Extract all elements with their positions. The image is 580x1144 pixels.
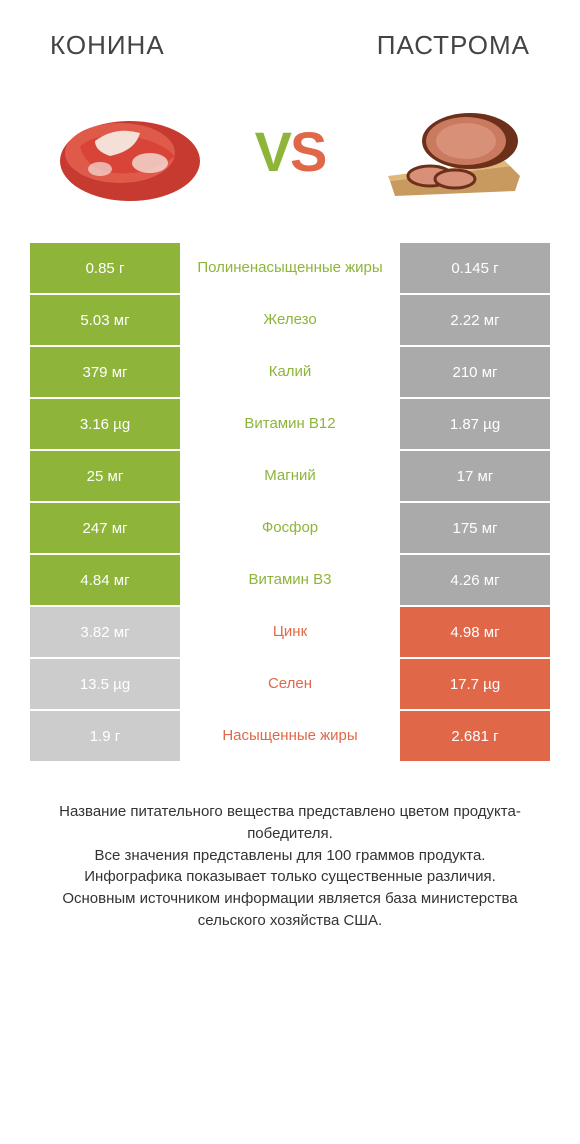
cell-nutrient-name: Насыщенные жиры xyxy=(180,711,400,761)
cell-right-value: 175 мг xyxy=(400,503,550,553)
cell-right-value: 2.681 г xyxy=(400,711,550,761)
vs-v: V xyxy=(255,120,290,183)
cell-nutrient-name: Селен xyxy=(180,659,400,709)
table-row: 1.9 гНасыщенные жиры2.681 г xyxy=(30,709,550,761)
footer-line: Основным источником информации является … xyxy=(30,888,550,932)
table-row: 5.03 мгЖелезо2.22 мг xyxy=(30,293,550,345)
cell-nutrient-name: Цинк xyxy=(180,607,400,657)
cell-left-value: 0.85 г xyxy=(30,243,180,293)
table-row: 4.84 мгВитамин B34.26 мг xyxy=(30,553,550,605)
cell-right-value: 17.7 µg xyxy=(400,659,550,709)
product-image-right xyxy=(360,91,540,211)
cell-right-value: 1.87 µg xyxy=(400,399,550,449)
cell-right-value: 4.98 мг xyxy=(400,607,550,657)
table-row: 0.85 гПолиненасыщенные жиры0.145 г xyxy=(30,241,550,293)
vs-s: S xyxy=(290,120,325,183)
cell-nutrient-name: Железо xyxy=(180,295,400,345)
cell-right-value: 2.22 мг xyxy=(400,295,550,345)
header: КОНИНА ПАСТРОМА xyxy=(0,0,580,71)
footer-line: Название питательного вещества представл… xyxy=(30,801,550,845)
cell-right-value: 17 мг xyxy=(400,451,550,501)
title-left: КОНИНА xyxy=(50,30,165,61)
vs-label: VS xyxy=(255,119,326,184)
cell-left-value: 3.16 µg xyxy=(30,399,180,449)
cell-nutrient-name: Витамин B3 xyxy=(180,555,400,605)
cell-nutrient-name: Полиненасыщенные жиры xyxy=(180,243,400,293)
footer-line: Все значения представлены для 100 граммо… xyxy=(30,845,550,867)
cell-right-value: 210 мг xyxy=(400,347,550,397)
table-row: 3.16 µgВитамин B121.87 µg xyxy=(30,397,550,449)
footer-line: Инфографика показывает только существенн… xyxy=(30,866,550,888)
cell-nutrient-name: Фосфор xyxy=(180,503,400,553)
cell-left-value: 4.84 мг xyxy=(30,555,180,605)
cell-nutrient-name: Витамин B12 xyxy=(180,399,400,449)
cell-nutrient-name: Магний xyxy=(180,451,400,501)
table-row: 379 мгКалий210 мг xyxy=(30,345,550,397)
cell-left-value: 5.03 мг xyxy=(30,295,180,345)
table-row: 247 мгФосфор175 мг xyxy=(30,501,550,553)
cell-left-value: 3.82 мг xyxy=(30,607,180,657)
table-row: 13.5 µgСелен17.7 µg xyxy=(30,657,550,709)
comparison-table: 0.85 гПолиненасыщенные жиры0.145 г5.03 м… xyxy=(0,241,580,761)
table-row: 25 мгМагний17 мг xyxy=(30,449,550,501)
cell-left-value: 379 мг xyxy=(30,347,180,397)
infographic-container: КОНИНА ПАСТРОМА VS xyxy=(0,0,580,1144)
cell-left-value: 247 мг xyxy=(30,503,180,553)
footer-notes: Название питательного вещества представл… xyxy=(0,761,580,952)
cell-nutrient-name: Калий xyxy=(180,347,400,397)
cell-right-value: 0.145 г xyxy=(400,243,550,293)
cell-left-value: 25 мг xyxy=(30,451,180,501)
cell-left-value: 13.5 µg xyxy=(30,659,180,709)
cell-right-value: 4.26 мг xyxy=(400,555,550,605)
cell-left-value: 1.9 г xyxy=(30,711,180,761)
title-right: ПАСТРОМА xyxy=(377,30,530,61)
hero-row: VS xyxy=(0,71,580,241)
product-image-left xyxy=(40,91,220,211)
table-row: 3.82 мгЦинк4.98 мг xyxy=(30,605,550,657)
